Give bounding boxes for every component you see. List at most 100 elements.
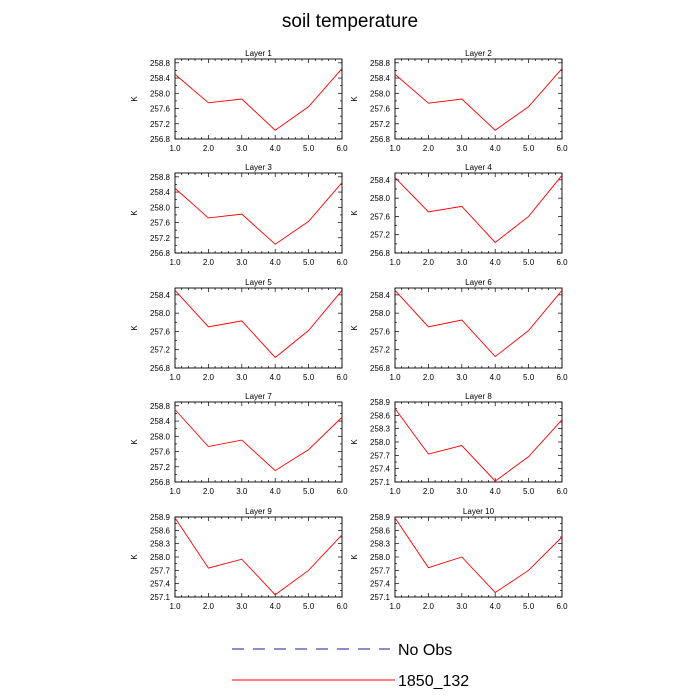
x-tick-label: 3.0 [456, 487, 468, 496]
y-axis-label: K [350, 210, 359, 216]
x-tick-label: 6.0 [336, 487, 348, 496]
x-tick-label: 6.0 [556, 487, 568, 496]
y-tick-label: 258.4 [370, 291, 391, 300]
series-line-1850-132 [174, 289, 343, 359]
y-axis-label: K [130, 96, 139, 102]
y-tick-label: 257.2 [150, 463, 171, 472]
panel-title: Layer 5 [245, 278, 272, 287]
x-tick-label: 5.0 [523, 602, 535, 611]
y-tick-label: 257.7 [370, 566, 391, 575]
y-tick-label: 257.4 [370, 465, 391, 474]
series-line-1850-132 [394, 408, 563, 482]
x-tick-label: 4.0 [270, 487, 282, 496]
y-tick-label: 257.6 [150, 327, 171, 336]
x-tick-label: 2.0 [203, 487, 215, 496]
x-tick-label: 1.0 [389, 487, 401, 496]
y-axis-label: K [350, 96, 359, 102]
x-tick-label: 2.0 [203, 144, 215, 153]
x-tick-label: 4.0 [270, 602, 282, 611]
x-tick-label: 6.0 [556, 258, 568, 267]
y-tick-label: 257.2 [370, 346, 391, 355]
panel-layer-6: Layer 6 K 256.8 257.2 257.6 258.0 258.4 1.0 2.0 3… [350, 278, 568, 382]
panel-title: Layer 6 [465, 278, 492, 287]
y-tick-label: 258.0 [150, 309, 171, 318]
y-tick-label: 257.2 [370, 120, 391, 129]
y-tick-label: 258.6 [370, 411, 391, 420]
series-line-1850-132 [394, 289, 563, 358]
x-tick-label: 5.0 [303, 602, 315, 611]
x-tick-label: 2.0 [423, 487, 435, 496]
x-tick-label: 1.0 [169, 487, 181, 496]
x-tick-label: 1.0 [389, 373, 401, 382]
x-tick-label: 2.0 [423, 258, 435, 267]
y-tick-label: 257.1 [370, 478, 391, 487]
x-tick-label: 6.0 [336, 144, 348, 153]
panel-layer-1: Layer 1 K 256.8 257.2 257.6 258.0 258.4 258.8 1.… [130, 49, 348, 153]
x-tick-label: 4.0 [270, 144, 282, 153]
y-tick-label: 257.6 [370, 105, 391, 114]
x-tick-label: 3.0 [236, 144, 248, 153]
x-tick-label: 3.0 [236, 258, 248, 267]
x-tick-label: 4.0 [490, 144, 502, 153]
y-tick-label: 257.2 [150, 346, 171, 355]
x-tick-label: 6.0 [336, 602, 348, 611]
y-tick-label: 258.4 [150, 188, 171, 197]
y-tick-label: 258.4 [150, 291, 171, 300]
x-tick-label: 5.0 [303, 144, 315, 153]
y-tick-label: 258.4 [370, 176, 391, 185]
x-tick-label: 5.0 [523, 487, 535, 496]
panel-title: Layer 1 [245, 49, 272, 58]
x-tick-label: 1.0 [389, 602, 401, 611]
x-tick-label: 2.0 [423, 144, 435, 153]
panel-layer-2: Layer 2 K 256.8 257.2 257.6 258.0 258.4 258.8 1.… [350, 49, 568, 153]
y-tick-label: 258.0 [150, 432, 171, 441]
y-axis-label: K [130, 554, 139, 560]
y-tick-label: 258.8 [370, 59, 391, 68]
legend-label-no-obs: No Obs [398, 642, 452, 659]
y-tick-label: 256.8 [370, 135, 391, 144]
y-tick-label: 258.0 [370, 438, 391, 447]
series-line-1850-132 [174, 182, 343, 245]
y-tick-label: 258.6 [370, 526, 391, 535]
x-tick-label: 2.0 [423, 373, 435, 382]
panel-title: Layer 8 [465, 392, 492, 401]
plot-frame [174, 58, 343, 140]
plot-frame [394, 516, 563, 598]
y-tick-label: 258.0 [150, 553, 171, 562]
panel-title: Layer 9 [245, 507, 272, 516]
x-tick-label: 6.0 [336, 258, 348, 267]
y-tick-label: 257.4 [370, 580, 391, 589]
x-tick-label: 5.0 [303, 258, 315, 267]
y-axis-label: K [350, 439, 359, 445]
plot-frame [174, 401, 343, 483]
panel-layer-5: Layer 5 K 256.8 257.2 257.6 258.0 258.4 1.0 2.0 3… [130, 278, 348, 382]
x-tick-label: 3.0 [456, 602, 468, 611]
y-tick-label: 257.6 [150, 105, 171, 114]
x-tick-label: 3.0 [236, 373, 248, 382]
y-tick-label: 256.8 [370, 364, 391, 373]
y-tick-label: 258.4 [150, 417, 171, 426]
legend: No Obs 1850_132 [232, 642, 469, 690]
x-tick-label: 4.0 [490, 373, 502, 382]
panels-grid: Layer 1 K 256.8 257.2 257.6 258.0 258.4 258.8 1.… [130, 49, 568, 611]
y-tick-label: 256.8 [150, 135, 171, 144]
y-tick-label: 257.7 [150, 566, 171, 575]
y-tick-label: 258.3 [370, 540, 391, 549]
y-tick-label: 258.0 [370, 89, 391, 98]
panel-layer-10: Layer 10 K 257.1 257.4 257.7 258.0 258.3 258.6 2… [350, 507, 568, 611]
series-line-1850-132 [174, 409, 343, 472]
x-tick-label: 2.0 [423, 602, 435, 611]
y-tick-label: 258.6 [150, 526, 171, 535]
x-tick-label: 1.0 [389, 258, 401, 267]
panel-title: Layer 10 [463, 507, 495, 516]
figure-title: soil temperature [282, 11, 418, 32]
x-tick-label: 3.0 [456, 144, 468, 153]
y-axis-label: K [130, 210, 139, 216]
series-line-1850-132 [174, 517, 343, 596]
x-tick-label: 2.0 [203, 373, 215, 382]
x-tick-label: 1.0 [169, 144, 181, 153]
y-axis-label: K [130, 325, 139, 331]
y-tick-label: 257.2 [150, 234, 171, 243]
plot-frame [174, 287, 343, 369]
